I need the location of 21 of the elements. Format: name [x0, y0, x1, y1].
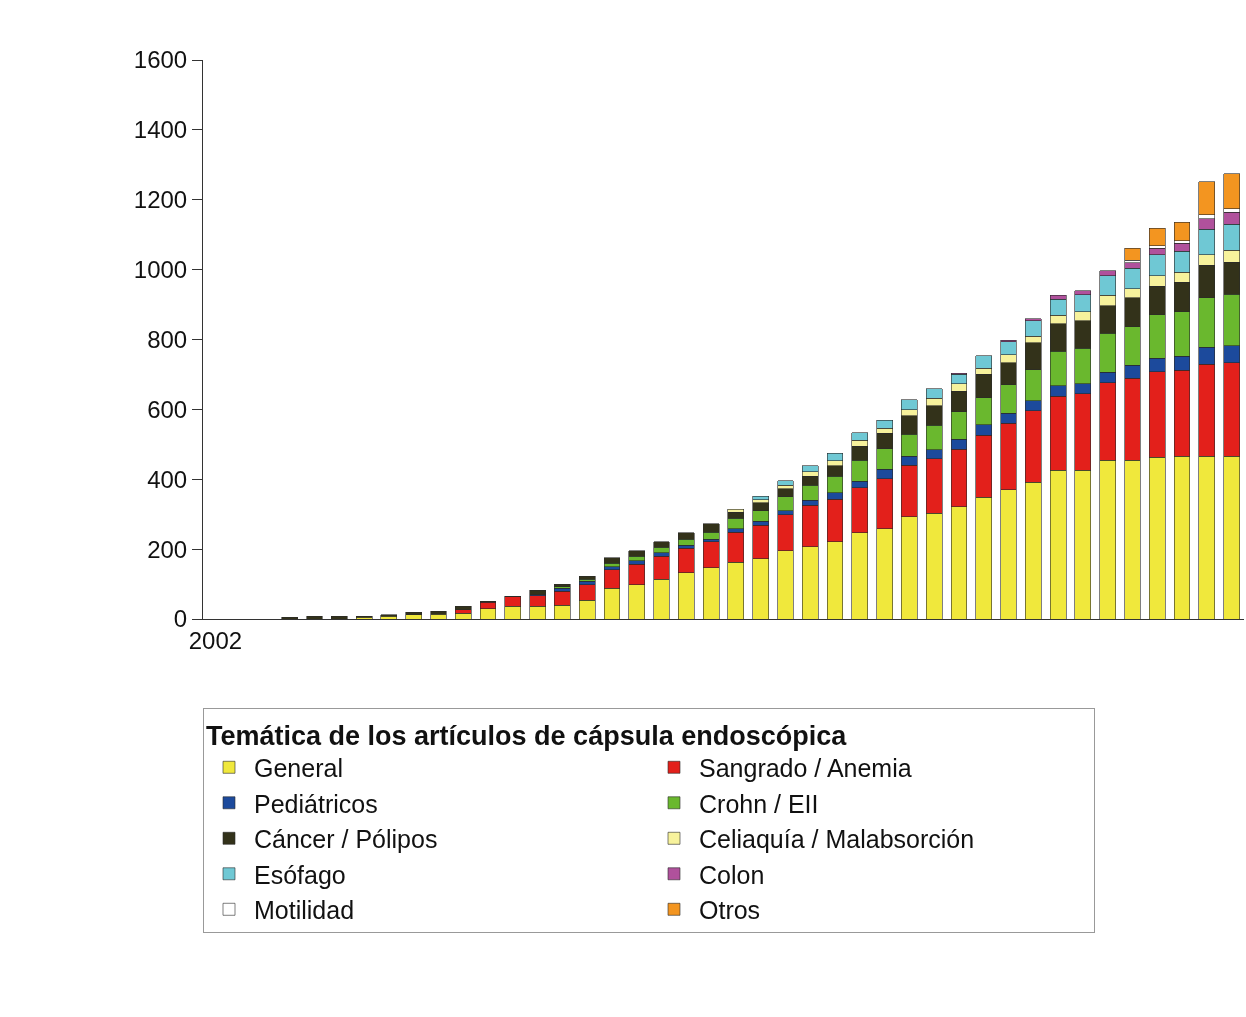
y-tick-label: 1200: [133, 186, 188, 214]
y-tick-label: 1600: [133, 46, 188, 74]
legend-label: Motilidad: [254, 896, 355, 925]
y-tick-label: 400: [147, 465, 188, 493]
legend-title: Temática de los artículos de cápsula endoscópica: [206, 720, 848, 751]
legend-label: Sangrado / Anemia: [699, 754, 912, 783]
legend-label: Cáncer / Pólipos: [254, 825, 438, 854]
legend-label: Celiaquía / Malabsorción: [699, 825, 975, 854]
y-tick-label: 0: [173, 605, 188, 633]
legend-label: Otros: [699, 896, 761, 925]
legend-label: Crohn / EII: [699, 789, 819, 818]
legend-label: Pediátricos: [254, 789, 378, 818]
x-tick-label: 2002: [188, 626, 243, 654]
legend-label: Colon: [699, 860, 765, 889]
y-tick-label: 1400: [133, 116, 188, 144]
y-tick-label: 1000: [133, 256, 188, 284]
legend-label: Esófago: [254, 860, 346, 889]
y-tick-label: 800: [147, 325, 188, 353]
y-tick-label: 200: [147, 535, 188, 563]
legend-label: General: [254, 754, 343, 783]
y-tick-label: 600: [147, 395, 188, 423]
